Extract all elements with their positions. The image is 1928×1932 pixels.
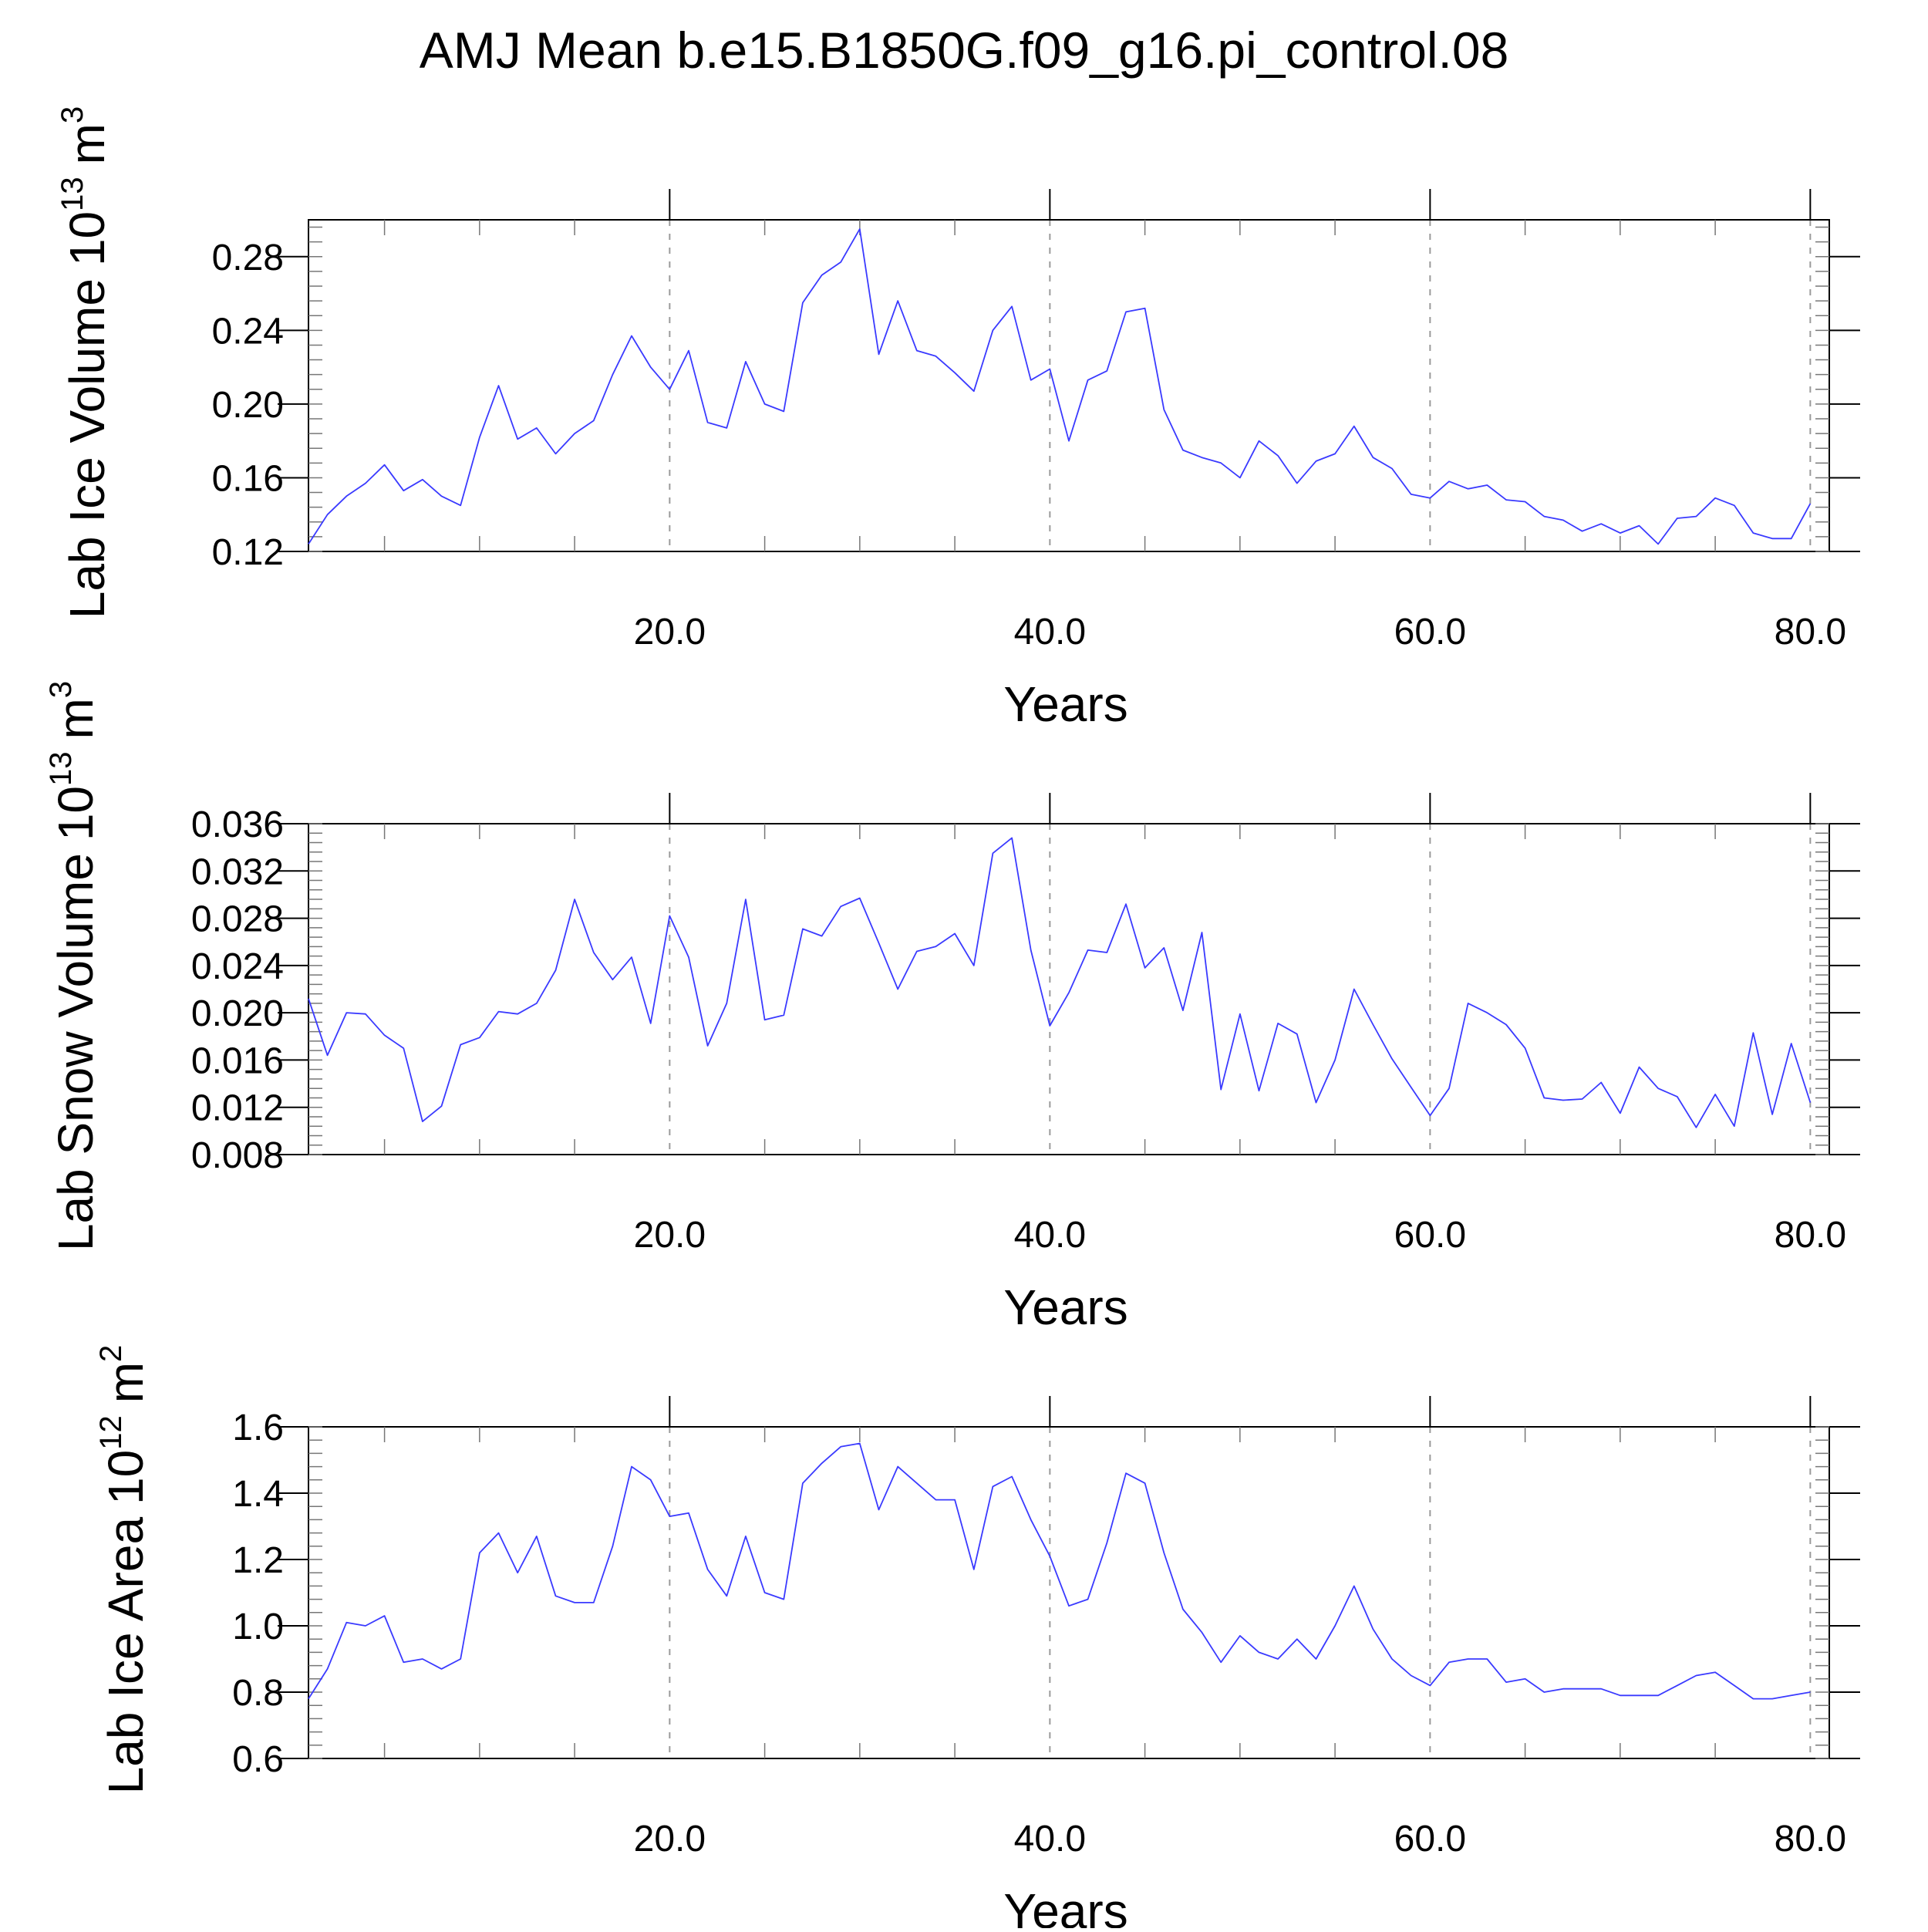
plot-frame — [308, 823, 1830, 1155]
y-tick-label: 0.6 — [232, 1739, 284, 1780]
x-tick-label: 40.0 — [1014, 612, 1086, 652]
y-tick-label: 0.024 — [191, 946, 284, 987]
y-axis-label: Lab Ice Volume 1013 m3 — [56, 106, 115, 619]
y-tick-label: 1.4 — [232, 1474, 284, 1515]
y-axis-unit-suffix-exponent: 3 — [44, 681, 78, 698]
y-axis-unit-exponent: 12 — [94, 1415, 128, 1450]
x-tick-label: 20.0 — [634, 1215, 706, 1256]
y-tick-label: 0.016 — [191, 1040, 284, 1081]
x-tick-label: 80.0 — [1775, 1215, 1846, 1256]
y-tick-label: 1.0 — [232, 1607, 284, 1647]
x-axis-label: Years — [1003, 676, 1127, 732]
y-tick-label: 0.24 — [212, 311, 284, 352]
y-axis-label-name: Lab Snow Volume — [48, 853, 103, 1251]
plot-frame — [308, 219, 1830, 552]
y-tick-label: 0.028 — [191, 899, 284, 940]
x-tick-label: 80.0 — [1775, 1819, 1846, 1860]
plot-frame — [308, 1426, 1830, 1759]
x-tick-label: 60.0 — [1394, 1215, 1466, 1256]
x-tick-label: 80.0 — [1775, 612, 1846, 652]
y-tick-label: 0.12 — [212, 532, 284, 573]
figure-title: AMJ Mean b.e15.B1850G.f09_g16.pi_control… — [420, 22, 1509, 79]
series-line — [308, 837, 1812, 1128]
y-axis-unit-suffix: m — [98, 1362, 153, 1403]
y-tick-label: 0.008 — [191, 1135, 284, 1176]
y-tick-label: 0.16 — [212, 458, 284, 499]
panel-lab-ice-area: 0.6 0.8 1.0 1.2 1.4 1.6 20.0 40.0 60.0 80.0 Years L… — [94, 1345, 1860, 1932]
y-tick-label: 0.28 — [212, 238, 284, 278]
y-axis-unit-exponent: 13 — [44, 751, 78, 786]
y-axis-unit-base: 10 — [59, 211, 115, 266]
series-line — [308, 1442, 1811, 1700]
x-tick-label: 40.0 — [1014, 1215, 1086, 1256]
y-tick-label: 0.032 — [191, 851, 284, 892]
y-axis-unit-suffix-exponent: 3 — [56, 106, 89, 123]
panel-lab-snow-volume: 0.008 0.012 0.016 0.020 0.024 0.028 0.032 0.036… — [44, 681, 1860, 1335]
y-tick-label: 0.20 — [212, 385, 284, 426]
series-line — [308, 228, 1812, 545]
y-axis-label: Lab Snow Volume 1013 m3 — [44, 681, 103, 1251]
y-tick-label: 0.012 — [191, 1088, 284, 1129]
x-tick-label: 60.0 — [1394, 612, 1466, 652]
x-tick-label: 60.0 — [1394, 1819, 1466, 1860]
y-axis-unit-base: 10 — [48, 786, 103, 841]
y-tick-label: 1.6 — [232, 1408, 284, 1448]
y-tick-label: 0.020 — [191, 993, 284, 1034]
y-axis-label-name: Lab Ice Volume — [59, 278, 115, 619]
x-axis-label: Years — [1003, 1883, 1127, 1928]
y-tick-label: 0.8 — [232, 1673, 284, 1714]
x-tick-label: 40.0 — [1014, 1819, 1086, 1860]
y-axis-unit-exponent: 13 — [56, 177, 89, 211]
panel-lab-ice-volume: 0.12 0.16 0.20 0.24 0.28 20.0 40.0 60.0 80.0 Year… — [56, 106, 1860, 732]
x-tick-label: 20.0 — [634, 1819, 706, 1860]
y-axis-unit-base: 10 — [98, 1450, 153, 1505]
y-tick-label: 0.036 — [191, 804, 284, 845]
x-axis-label: Years — [1003, 1280, 1127, 1335]
y-axis-unit-suffix: m — [48, 698, 103, 739]
y-axis-label-name: Lab Ice Area — [98, 1517, 153, 1795]
y-axis-unit-suffix-exponent: 2 — [94, 1345, 128, 1362]
x-tick-label: 20.0 — [634, 612, 706, 652]
y-axis-label: Lab Ice Area 1012 m2 — [94, 1345, 153, 1795]
y-tick-label: 1.2 — [232, 1540, 284, 1581]
y-axis-unit-suffix: m — [59, 123, 115, 164]
